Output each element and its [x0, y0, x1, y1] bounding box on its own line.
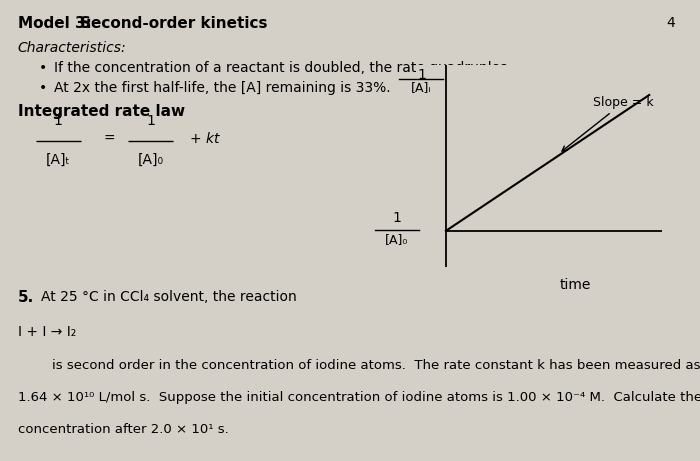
- Text: Slope = k: Slope = k: [562, 96, 654, 151]
- Text: 1: 1: [417, 68, 426, 82]
- Text: Integrated rate law: Integrated rate law: [18, 104, 185, 119]
- Text: =: =: [104, 132, 116, 146]
- Text: I + I → I₂: I + I → I₂: [18, 325, 76, 339]
- Text: [A]ᵢ: [A]ᵢ: [411, 81, 432, 94]
- Text: Second-order kinetics: Second-order kinetics: [80, 16, 268, 31]
- Text: time: time: [560, 278, 592, 291]
- Text: [A]ₜ: [A]ₜ: [46, 153, 71, 166]
- Text: •: •: [38, 61, 47, 75]
- Text: Characteristics:: Characteristics:: [18, 41, 126, 54]
- Text: concentration after 2.0 × 10¹ s.: concentration after 2.0 × 10¹ s.: [18, 423, 228, 436]
- Text: 1: 1: [54, 114, 62, 128]
- Text: 1.64 × 10¹⁰ L/mol s.  Suppose the initial concentration of iodine atoms is 1.00 : 1.64 × 10¹⁰ L/mol s. Suppose the initial…: [18, 391, 700, 404]
- Text: Model 3:: Model 3:: [18, 16, 92, 31]
- Text: If the concentration of a reactant is doubled, the rate quadruples: If the concentration of a reactant is do…: [54, 61, 507, 75]
- Text: [A]₀: [A]₀: [137, 153, 164, 166]
- Text: 5.: 5.: [18, 290, 34, 306]
- Text: + kt: + kt: [190, 132, 220, 146]
- Text: •: •: [38, 81, 47, 95]
- Text: [A]₀: [A]₀: [385, 233, 409, 246]
- Text: At 2x the first half-life, the [A] remaining is 33%.: At 2x the first half-life, the [A] remai…: [54, 81, 391, 95]
- Text: 1: 1: [393, 211, 401, 225]
- Text: At 25 °C in CCl₄ solvent, the reaction: At 25 °C in CCl₄ solvent, the reaction: [41, 290, 296, 304]
- Text: 4: 4: [666, 16, 676, 30]
- Text: is second order in the concentration of iodine atoms.  The rate constant k has b: is second order in the concentration of …: [52, 359, 700, 372]
- Text: 1: 1: [146, 114, 155, 128]
